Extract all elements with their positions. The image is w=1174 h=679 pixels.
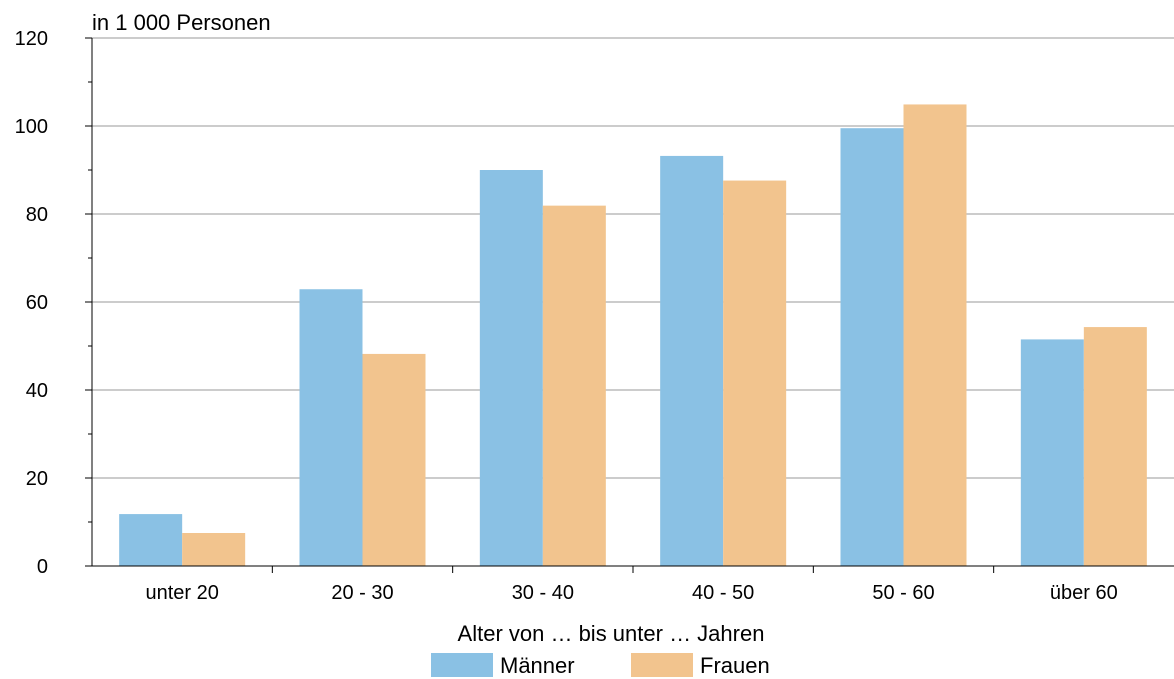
- y-tick-label: 120: [15, 28, 48, 50]
- x-axis-title: Alter von … bis unter … Jahren: [458, 621, 765, 646]
- x-tick-labels: unter 20 20 - 30 30 - 40 40 - 50 50 - 60 über…: [145, 582, 1117, 604]
- bar-frauen-1: [362, 353, 426, 566]
- bar-maenner-2: [479, 170, 543, 566]
- x-tick-label: 20 - 30: [331, 582, 393, 604]
- axes: [85, 37, 1174, 573]
- bar-frauen-3: [723, 180, 787, 566]
- bar-frauen-5: [1083, 327, 1147, 566]
- x-tick-label: 40 - 50: [692, 582, 754, 604]
- y-tick-label: 60: [26, 292, 48, 314]
- y-tick-labels: 0 20 40 60 80 100 120: [15, 28, 48, 578]
- legend-label-maenner: Männer: [500, 653, 575, 678]
- y-tick-label: 0: [37, 556, 48, 578]
- x-tick-label: unter 20: [145, 582, 218, 604]
- y-tick-label: 100: [15, 116, 48, 138]
- bars: [119, 104, 1147, 567]
- legend-swatch-frauen: [631, 653, 693, 677]
- bar-frauen-0: [182, 533, 246, 566]
- y-tick-label: 20: [26, 468, 48, 490]
- bar-frauen-4: [903, 104, 967, 566]
- legend-label-frauen: Frauen: [700, 653, 770, 678]
- bar-maenner-5: [1020, 339, 1084, 566]
- x-tick-label: 30 - 40: [512, 582, 574, 604]
- bar-maenner-4: [840, 128, 904, 566]
- gridlines: [92, 37, 1174, 479]
- y-axis-title: in 1 000 Personen: [92, 10, 271, 35]
- legend-swatch-maenner: [431, 653, 493, 677]
- bar-maenner-3: [660, 155, 724, 567]
- bar-maenner-0: [119, 514, 183, 566]
- x-tick-label: 50 - 60: [872, 582, 934, 604]
- x-tick-label: über 60: [1050, 582, 1118, 604]
- y-tick-label: 80: [26, 204, 48, 226]
- legend: Männer Frauen: [431, 653, 770, 678]
- bar-maenner-1: [299, 289, 363, 566]
- bar-frauen-2: [542, 205, 606, 566]
- y-tick-label: 40: [26, 380, 48, 402]
